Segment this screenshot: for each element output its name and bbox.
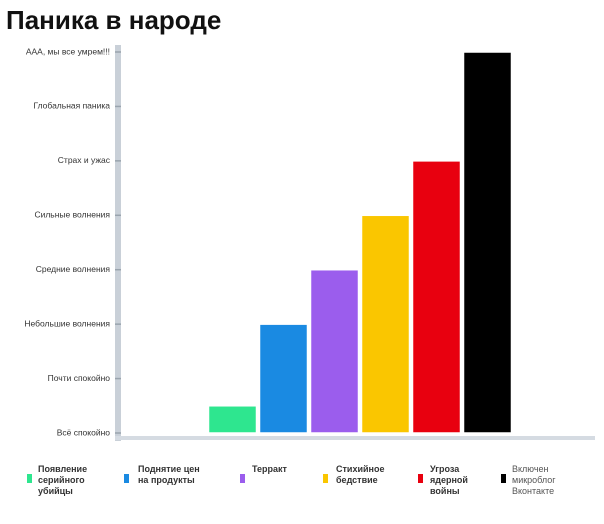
bar: [258, 323, 309, 434]
x-axis: [115, 436, 595, 440]
legend-swatch: [124, 474, 129, 483]
y-tick-label: ААА, мы все умрем!!!: [26, 46, 110, 56]
bar: [360, 214, 411, 434]
bar: [462, 51, 513, 434]
legend-swatch: [501, 474, 506, 483]
legend-swatch: [240, 474, 245, 483]
y-tick-label: Страх и ужас: [58, 155, 111, 165]
bar: [411, 160, 462, 434]
y-axis: [115, 45, 121, 441]
bar: [207, 405, 258, 434]
legend-label: Терракт: [252, 464, 287, 474]
y-tick-label: Небольшие волнения: [24, 318, 110, 328]
y-tick-label: Глобальная паника: [34, 101, 111, 111]
bar: [309, 268, 360, 434]
y-tick-label: Средние волнения: [36, 264, 111, 274]
legend-label: Появление серийного убийцы: [38, 464, 88, 496]
legend-swatch: [323, 474, 328, 483]
legend-label: Стихийное бедствие: [336, 464, 385, 485]
y-tick-label: Сильные волнения: [34, 210, 110, 220]
legend-label: Поднятие цен на продукты: [138, 464, 200, 485]
legend-swatch: [418, 474, 423, 483]
legend-label: Угроза ядерной войны: [430, 464, 468, 496]
chart-title: Паника в народе: [6, 5, 221, 35]
y-tick-label: Всё спокойно: [57, 427, 111, 437]
y-tick-label: Почти спокойно: [48, 373, 111, 383]
legend-label: Включен микроблог Вконтакте: [512, 464, 556, 496]
legend-swatch: [27, 474, 32, 483]
